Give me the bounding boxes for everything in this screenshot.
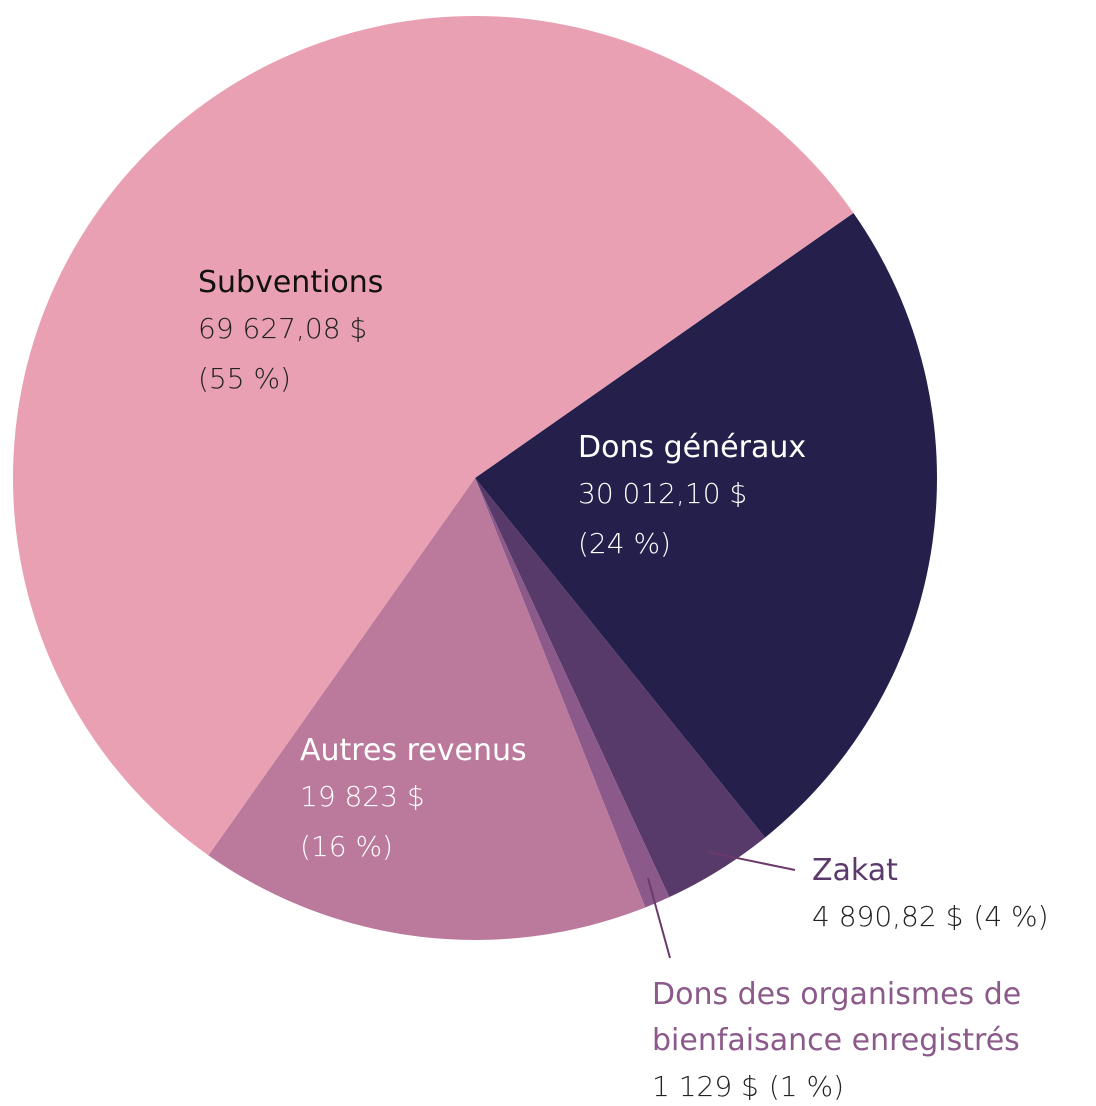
slice-label: Autres revenus 19 823 $ (16 %) (300, 728, 527, 870)
value-label: 69 627,08 $ (198, 312, 368, 345)
slice-label: Subventions 69 627,08 $ (55 %) (198, 260, 383, 402)
slice-label: Dons généraux 30 012,10 $ (24 %) (578, 425, 806, 567)
pie-slice (475, 478, 766, 898)
category-name: Dons des organismes de bienfaisance enre… (652, 977, 1022, 1058)
value-label: 30 012,10 $ (578, 477, 748, 510)
percent-label: (55 %) (198, 362, 291, 395)
percent-label: (1 %) (768, 1070, 845, 1103)
leader-line (707, 851, 796, 871)
slice-label: Zakat 4 890,82 $ (4 %) (812, 848, 1049, 944)
percent-label: (4 %) (973, 900, 1049, 933)
pie-slice (12, 16, 854, 856)
percent-label: (24 %) (578, 527, 671, 560)
percent-label: (16 %) (300, 830, 393, 863)
category-name: Zakat (812, 853, 898, 888)
category-name: Autres revenus (300, 733, 527, 768)
category-name: Subventions (198, 265, 384, 300)
category-name: Dons généraux (578, 430, 807, 465)
value-label: 19 823 $ (300, 780, 425, 813)
value-label: 1 129 $ (652, 1070, 759, 1103)
slice-label: Dons des organismes de bienfaisance enre… (652, 972, 1092, 1106)
pie-slice (475, 213, 937, 838)
pie-slice (475, 478, 670, 908)
pie-slice (208, 478, 646, 941)
value-label: 4 890,82 $ (812, 900, 964, 933)
leader-line (647, 877, 671, 959)
